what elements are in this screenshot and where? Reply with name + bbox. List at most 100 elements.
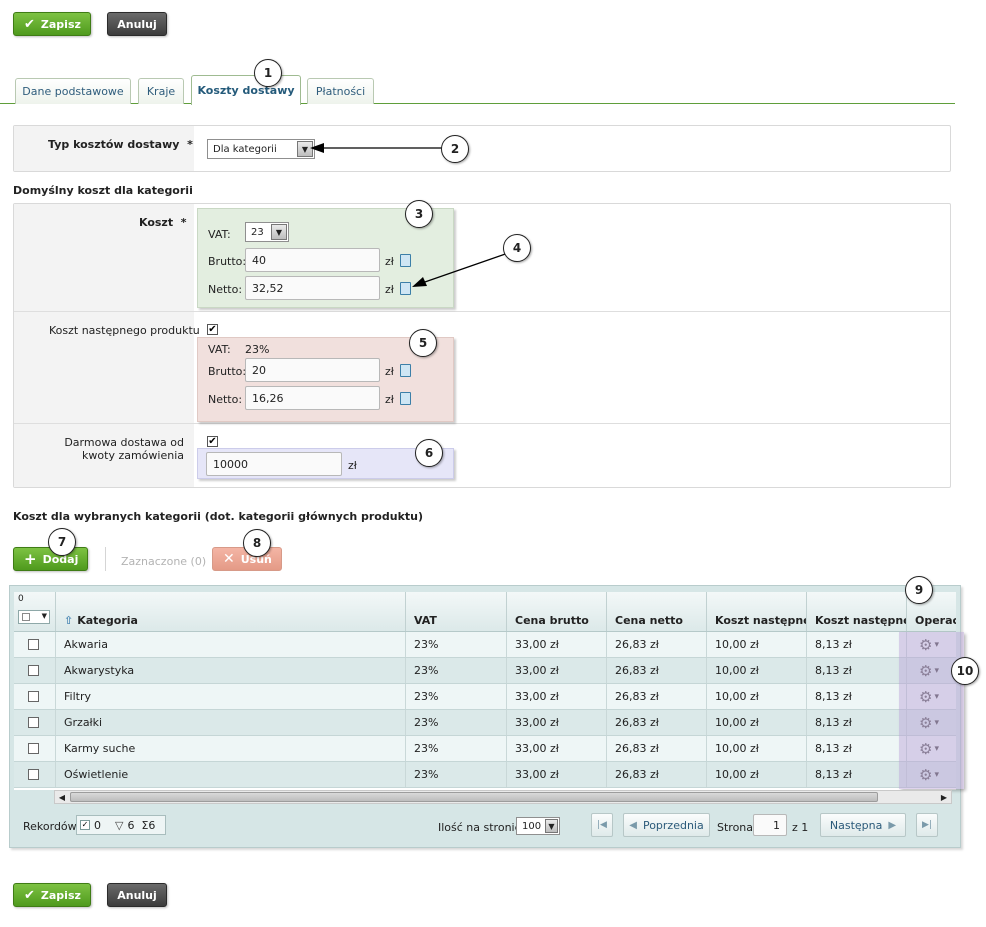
- chevron-down-icon: ▼: [297, 141, 313, 157]
- row-operations[interactable]: ⚙ ▾: [907, 710, 956, 735]
- row-operations[interactable]: ⚙ ▾: [907, 684, 956, 709]
- scroll-right-icon[interactable]: ▶: [940, 792, 948, 802]
- chevron-down-icon: ▼: [41, 612, 47, 620]
- row-select-cell: [14, 658, 56, 683]
- tab-basic-data[interactable]: Dane podstawowe: [15, 78, 131, 104]
- row-checkbox[interactable]: [28, 717, 39, 728]
- per-page-select[interactable]: 100 ▼: [516, 817, 560, 835]
- prev-page-button[interactable]: ◀ Poprzednia: [623, 813, 710, 837]
- first-page-icon: |◀: [597, 820, 607, 830]
- next-gross-input[interactable]: 20: [245, 358, 380, 382]
- row-checkbox[interactable]: [28, 665, 39, 676]
- row-operations[interactable]: ⚙ ▾: [907, 658, 956, 683]
- scroll-left-icon[interactable]: ◀: [58, 792, 66, 802]
- table-row[interactable]: Akwarystyka 23% 33,00 zł 26,83 zł 10,00 zł 8,…: [14, 658, 956, 684]
- cost-box: VAT: 23 ▼ Brutto: 40 zł Netto: 32,52 zł: [197, 208, 454, 308]
- cell-gross: 33,00 zł: [507, 632, 607, 657]
- calculator-icon[interactable]: [400, 282, 411, 295]
- per-page-label: Ilość na stronie: [438, 821, 522, 834]
- free-shipping-input[interactable]: 10000: [206, 452, 342, 476]
- cancel-button-top[interactable]: Anuluj: [107, 12, 167, 36]
- calculator-icon[interactable]: [400, 364, 411, 377]
- col-header-category[interactable]: ⇧ Kategoria: [56, 592, 406, 631]
- row-operations[interactable]: ⚙ ▾: [907, 736, 956, 761]
- add-button[interactable]: + Dodaj: [13, 547, 88, 571]
- table-row[interactable]: Oświetlenie 23% 33,00 zł 26,83 zł 10,00 zł 8,…: [14, 762, 956, 788]
- cell-category: Filtry: [56, 684, 406, 709]
- free-shipping-checkbox[interactable]: ✔: [207, 436, 218, 447]
- grid-body: 0 ▼ ⇧ Kategoria VAT Cena brutto Cena net…: [14, 592, 956, 790]
- next-page-button[interactable]: Następna ▶: [820, 813, 906, 837]
- next-net-input[interactable]: 16,26: [245, 386, 380, 410]
- shipping-type-select[interactable]: Dla kategorii ▼: [207, 139, 315, 159]
- cell-next-net: 8,13 zł: [807, 736, 907, 761]
- row-operations[interactable]: ⚙ ▾: [907, 632, 956, 657]
- chevron-down-icon: ▼: [271, 224, 287, 240]
- tab-shipping-costs[interactable]: Koszty dostawy: [191, 75, 301, 105]
- close-icon: ✕: [223, 551, 235, 567]
- calculator-icon[interactable]: [400, 392, 411, 405]
- save-button-bottom[interactable]: ✔ Zapisz: [13, 883, 91, 907]
- cell-next-net: 8,13 zł: [807, 762, 907, 787]
- cost-net-input[interactable]: 32,52: [245, 276, 380, 300]
- sort-asc-icon: ⇧: [64, 614, 74, 627]
- col-header-operations[interactable]: Operac: [915, 614, 956, 627]
- last-page-button[interactable]: ▶|: [916, 813, 938, 837]
- cost-gross-input[interactable]: 40: [245, 248, 380, 272]
- table-row[interactable]: Grzałki 23% 33,00 zł 26,83 zł 10,00 zł 8,13 z…: [14, 710, 956, 736]
- cell-gross: 33,00 zł: [507, 736, 607, 761]
- cell-category: Oświetlenie: [56, 762, 406, 787]
- vat-select[interactable]: 23 ▼: [245, 222, 289, 242]
- calculator-icon[interactable]: [400, 254, 411, 267]
- selected-icon: ✓: [80, 820, 90, 830]
- select-all-dropdown[interactable]: ▼: [18, 610, 50, 624]
- row-operations[interactable]: ⚙ ▾: [907, 762, 956, 787]
- row-checkbox[interactable]: [28, 691, 39, 702]
- scrollbar-thumb[interactable]: [70, 792, 878, 802]
- first-page-button[interactable]: |◀: [591, 813, 613, 837]
- cell-vat: 23%: [406, 736, 507, 761]
- gear-icon[interactable]: ⚙: [919, 635, 933, 654]
- cell-net: 26,83 zł: [607, 762, 707, 787]
- gear-icon[interactable]: ⚙: [919, 739, 933, 758]
- cell-category: Akwarystyka: [56, 658, 406, 683]
- next-product-label: Koszt następnego produktu: [49, 324, 200, 337]
- row-select-cell: [14, 632, 56, 657]
- table-row[interactable]: Filtry 23% 33,00 zł 26,83 zł 10,00 zł 8,13 zł…: [14, 684, 956, 710]
- page-input[interactable]: 1: [753, 814, 787, 836]
- cost-label: Koszt *: [139, 216, 187, 229]
- cell-category: Karmy suche: [56, 736, 406, 761]
- next-product-checkbox[interactable]: ✔: [207, 324, 218, 335]
- tab-countries[interactable]: Kraje: [138, 78, 184, 104]
- cancel-button-bottom[interactable]: Anuluj: [107, 883, 167, 907]
- save-button-top[interactable]: ✔ Zapisz: [13, 12, 91, 36]
- arrow-callout-2: [310, 143, 443, 153]
- row-checkbox[interactable]: [28, 743, 39, 754]
- page-of: z 1: [792, 821, 809, 834]
- col-header-next-net[interactable]: Koszt następneg: [807, 592, 907, 631]
- cell-gross: 33,00 zł: [507, 658, 607, 683]
- row-checkbox[interactable]: [28, 769, 39, 780]
- plus-icon: +: [24, 550, 37, 568]
- chevron-down-icon: ▾: [934, 665, 939, 676]
- table-row[interactable]: Akwaria 23% 33,00 zł 26,83 zł 10,00 zł 8,13 z…: [14, 632, 956, 658]
- cell-category: Akwaria: [56, 632, 406, 657]
- tab-payments[interactable]: Płatności: [307, 78, 374, 104]
- row-checkbox[interactable]: [28, 639, 39, 650]
- callout-3: 3: [405, 200, 433, 228]
- table-row[interactable]: Karmy suche 23% 33,00 zł 26,83 zł 10,00 zł 8,…: [14, 736, 956, 762]
- col-header-net[interactable]: Cena netto: [607, 592, 707, 631]
- col-header-gross[interactable]: Cena brutto: [507, 592, 607, 631]
- col-header-vat[interactable]: VAT: [406, 592, 507, 631]
- gear-icon[interactable]: ⚙: [919, 687, 933, 706]
- cell-next-gross: 10,00 zł: [707, 710, 807, 735]
- select-all-col: 0 ▼: [14, 592, 56, 631]
- filter-icon: ▽: [115, 818, 124, 832]
- gear-icon[interactable]: ⚙: [919, 713, 933, 732]
- cell-net: 26,83 zł: [607, 684, 707, 709]
- horizontal-scrollbar[interactable]: ◀ ▶: [54, 790, 952, 804]
- gear-icon[interactable]: ⚙: [919, 765, 933, 784]
- row-select-cell: [14, 710, 56, 735]
- col-header-next-gross[interactable]: Koszt następneg: [707, 592, 807, 631]
- gear-icon[interactable]: ⚙: [919, 661, 933, 680]
